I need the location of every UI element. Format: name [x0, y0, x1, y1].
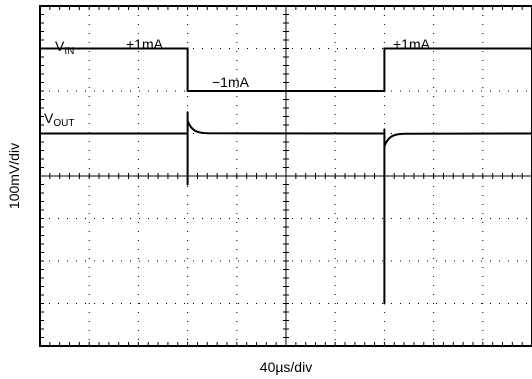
x-axis-label: 40µs/div [260, 359, 312, 375]
segment-label-3: +1mA [393, 36, 431, 52]
segment-label-1: +1mA [126, 36, 164, 52]
vin-trace [40, 47, 532, 92]
grid-layer [40, 6, 532, 346]
y-axis-label: 100mV/div [6, 143, 22, 209]
vout-trace [40, 111, 532, 305]
segment-label-2: −1mA [212, 74, 250, 90]
plot-frame [39, 5, 532, 347]
traces-layer [40, 47, 532, 305]
vin-label: VIN [55, 38, 74, 57]
vout-label: VOUT [44, 110, 74, 129]
